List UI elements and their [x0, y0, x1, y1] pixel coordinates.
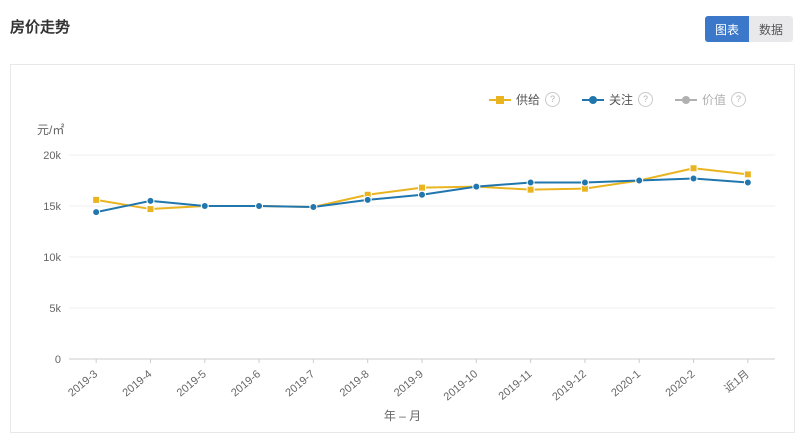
svg-text:2019-4: 2019-4 — [120, 368, 154, 399]
help-icon[interactable]: ? — [637, 92, 653, 107]
svg-text:2020-2: 2020-2 — [664, 368, 698, 399]
value-marker-icon — [674, 95, 697, 104]
legend-item-supply[interactable]: 供给 ? — [488, 91, 560, 108]
svg-text:0: 0 — [55, 354, 61, 366]
tab-data[interactable]: 数据 — [749, 16, 793, 42]
help-icon[interactable]: ? — [731, 92, 746, 107]
svg-text:2020-1: 2020-1 — [609, 368, 643, 399]
chart-panel: 供给 ? 关注 ? 价值 ? 元/㎡ 0 5k 10k 15k 20k 2019-3 201… — [10, 64, 795, 433]
svg-text:5k: 5k — [49, 303, 61, 315]
x-axis-title: 年 – 月 — [383, 409, 422, 423]
svg-text:10k: 10k — [43, 252, 61, 264]
chart-legend: 供给 ? 关注 ? 价值 ? — [488, 91, 746, 108]
svg-text:2019-8: 2019-8 — [338, 368, 372, 399]
supply-marker-icon — [488, 95, 511, 104]
legend-label: 关注 — [608, 93, 633, 107]
svg-text:2019-7: 2019-7 — [283, 368, 317, 399]
svg-text:2019-9: 2019-9 — [392, 368, 426, 399]
page-header: 房价走势 图表 数据 — [0, 0, 805, 64]
svg-text:2019-6: 2019-6 — [229, 368, 263, 399]
legend-label: 价值 — [701, 93, 726, 107]
help-icon[interactable]: ? — [544, 92, 560, 107]
svg-text:15k: 15k — [43, 201, 61, 213]
svg-text:2019-12: 2019-12 — [550, 368, 589, 403]
attention-marker-icon — [581, 95, 604, 104]
legend-item-attention[interactable]: 关注 ? — [581, 91, 653, 108]
line-chart: 0 5k 10k 15k 20k 2019-3 2019-4 2019-5 2019-6 2019… — [43, 150, 775, 403]
svg-text:近1月: 近1月 — [722, 367, 752, 395]
y-axis-unit: 元/㎡ — [37, 123, 65, 137]
tab-chart[interactable]: 图表 — [705, 16, 749, 42]
svg-text:20k: 20k — [43, 150, 61, 162]
legend-label: 供给 — [515, 93, 540, 107]
svg-text:2019-3: 2019-3 — [66, 368, 100, 399]
legend-item-value[interactable]: 价值 ? — [674, 91, 746, 108]
page-title: 房价走势 — [10, 19, 71, 36]
svg-text:2019-11: 2019-11 — [497, 368, 535, 403]
view-toggle: 图表 数据 — [705, 16, 793, 42]
svg-text:2019-5: 2019-5 — [175, 368, 209, 399]
svg-text:2019-10: 2019-10 — [442, 368, 481, 403]
